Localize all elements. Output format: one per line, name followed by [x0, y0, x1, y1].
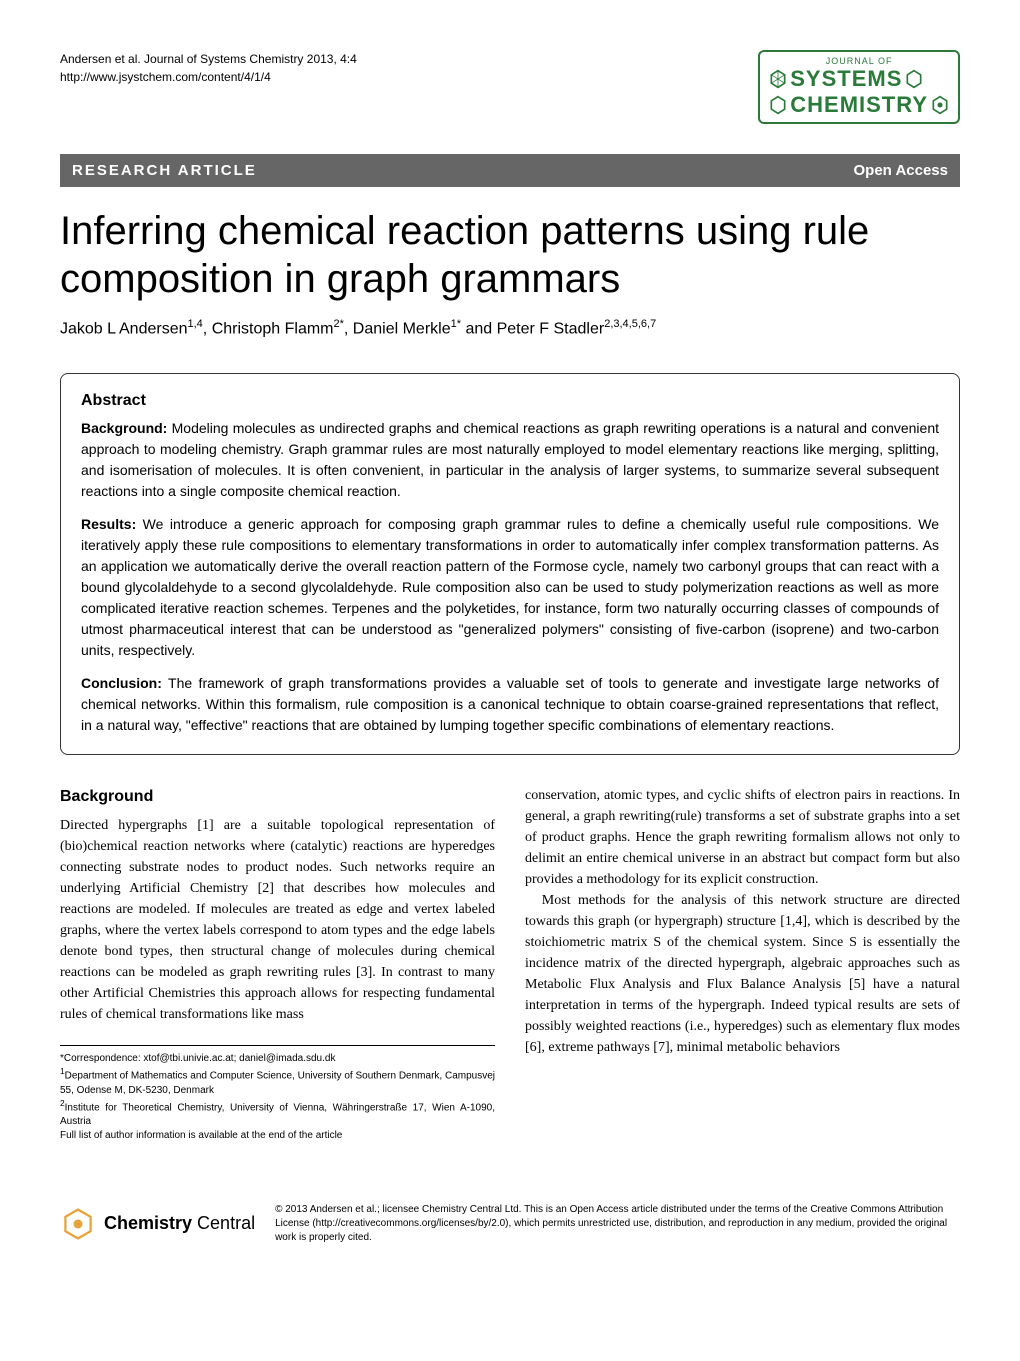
page-footer: Chemistry Central © 2013 Andersen et al.… — [60, 1183, 960, 1245]
abstract-background: Background: Modeling molecules as undire… — [81, 418, 939, 502]
header-section: Andersen et al. Journal of Systems Chemi… — [60, 50, 960, 124]
publisher-logo: Chemistry Central — [60, 1206, 255, 1242]
license-text: © 2013 Andersen et al.; licensee Chemist… — [275, 1203, 960, 1245]
body-paragraph: conservation, atomic types, and cyclic s… — [525, 785, 960, 890]
hexagon-icon — [768, 69, 788, 89]
body-columns: Background Directed hypergraphs [1] are … — [60, 785, 960, 1143]
right-column: conservation, atomic types, and cyclic s… — [525, 785, 960, 1143]
hexagon-icon — [930, 95, 950, 115]
footnotes: *Correspondence: xtof@tbi.univie.ac.at; … — [60, 1045, 495, 1143]
left-column: Background Directed hypergraphs [1] are … — [60, 785, 495, 1143]
full-author-list: Full list of author information is avail… — [60, 1129, 495, 1143]
abstract-results: Results: We introduce a generic approach… — [81, 514, 939, 661]
abstract-results-label: Results: — [81, 516, 136, 532]
citation-line: Andersen et al. Journal of Systems Chemi… — [60, 50, 357, 68]
journal-logo-box: JOURNAL OF SYSTEMS CHEMISTRY — [758, 50, 960, 124]
body-paragraph: Most methods for the analysis of this ne… — [525, 890, 960, 1058]
article-type-label: RESEARCH ARTICLE — [72, 162, 257, 179]
citation-url: http://www.jsystchem.com/content/4/1/4 — [60, 68, 357, 86]
hexagon-logo-icon — [60, 1206, 96, 1242]
citation-info: Andersen et al. Journal of Systems Chemi… — [60, 50, 357, 86]
authors-list: Jakob L Andersen1,4, Christoph Flamm2*, … — [60, 318, 960, 338]
chemistry-text: CHEMISTRY — [768, 92, 950, 118]
affiliation-1: 1Department of Mathematics and Computer … — [60, 1066, 495, 1097]
abstract-background-label: Background: — [81, 420, 167, 436]
systems-text: SYSTEMS — [768, 66, 950, 92]
hexagon-icon — [768, 95, 788, 115]
hexagon-icon — [904, 69, 924, 89]
journal-of-label: JOURNAL OF — [768, 56, 950, 66]
body-paragraph: Directed hypergraphs [1] are a suitable … — [60, 815, 495, 1025]
abstract-box: Abstract Background: Modeling molecules … — [60, 373, 960, 755]
journal-logo: JOURNAL OF SYSTEMS CHEMISTRY — [758, 50, 960, 124]
affiliation-2: 2Institute for Theoretical Chemistry, Un… — [60, 1098, 495, 1129]
abstract-heading: Abstract — [81, 392, 939, 410]
article-type-bar: RESEARCH ARTICLE Open Access — [60, 154, 960, 187]
abstract-conclusion: Conclusion: The framework of graph trans… — [81, 673, 939, 736]
background-heading: Background — [60, 785, 495, 809]
abstract-conclusion-label: Conclusion: — [81, 675, 162, 691]
article-title: Inferring chemical reaction patterns usi… — [60, 207, 960, 303]
open-access-label: Open Access — [854, 162, 949, 179]
publisher-name: Chemistry Central — [104, 1213, 255, 1234]
correspondence: *Correspondence: xtof@tbi.univie.ac.at; … — [60, 1052, 495, 1066]
